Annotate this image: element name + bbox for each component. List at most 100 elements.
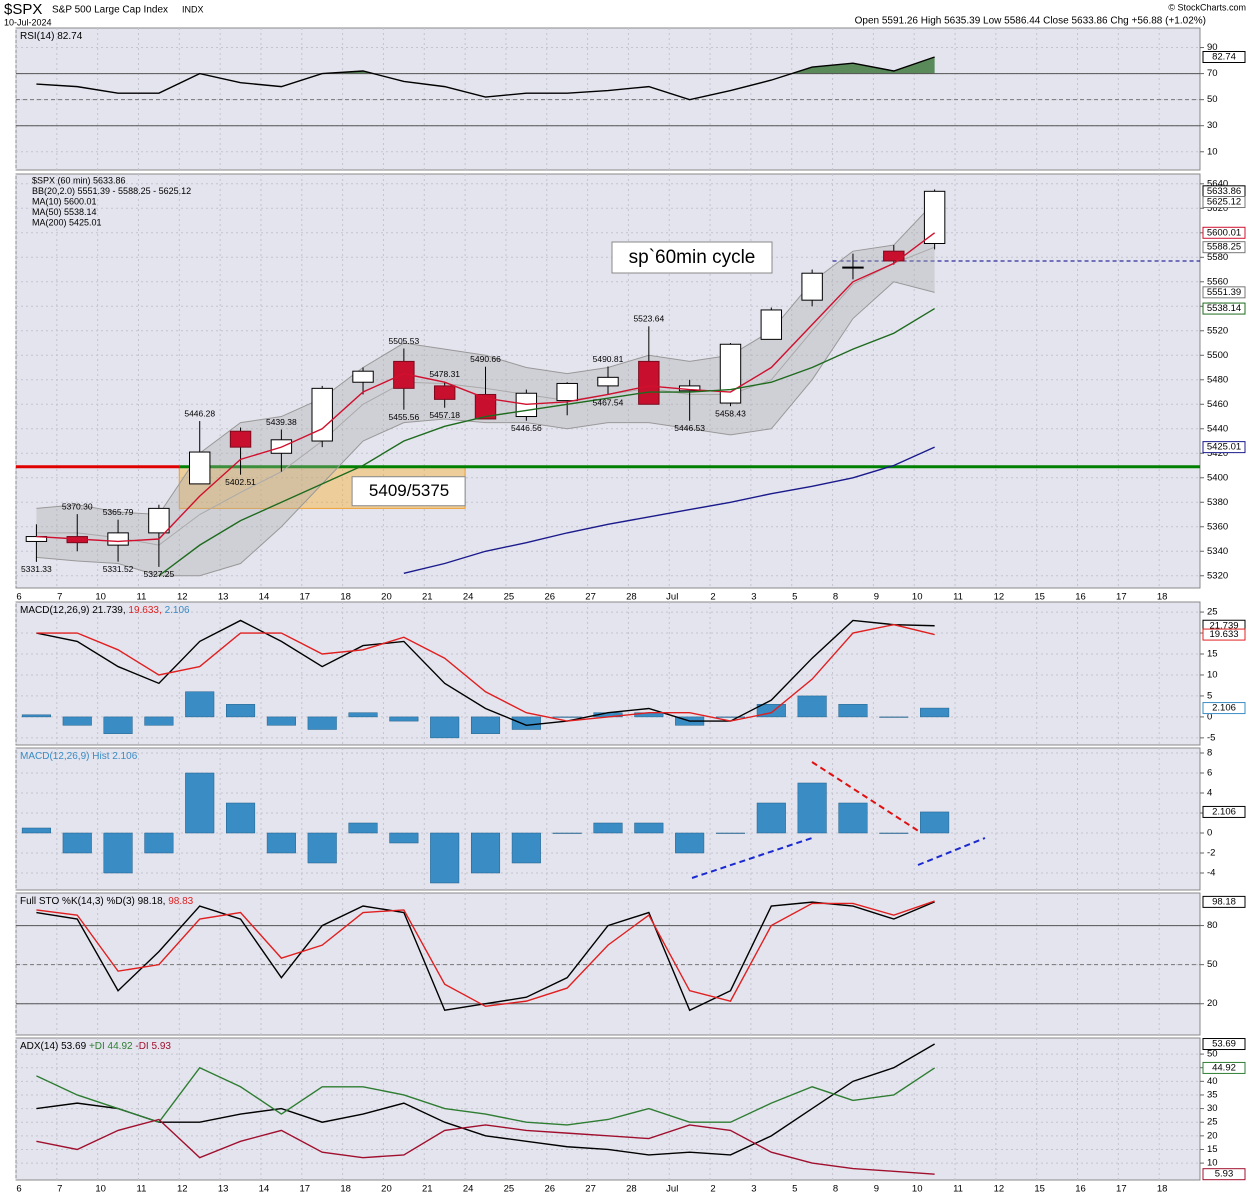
- y-tick-label: 15: [1207, 1144, 1218, 1155]
- legend-entry: $SPX (60 min) 5633.86: [32, 175, 126, 185]
- point-label: 5457.18: [429, 410, 460, 420]
- legend-entry: MACD(12,26,9) 21.739,: [20, 605, 126, 616]
- y-tick-label: 5500: [1207, 350, 1228, 361]
- bar: [21, 827, 51, 834]
- y-tick-label: 5400: [1207, 472, 1228, 483]
- y-tick-label: 8: [1207, 748, 1212, 759]
- bar: [879, 716, 909, 718]
- legend: MACD(12,26,9) 21.739, 19.633, 2.106: [20, 605, 190, 616]
- legend-entry: ADX(14) 53.69: [20, 1041, 87, 1052]
- point-label: 5370.30: [62, 501, 93, 511]
- x-tick-label: 18: [1157, 592, 1168, 603]
- y-tick-label: 5480: [1207, 374, 1228, 385]
- value-label: 5588.25: [1207, 242, 1241, 253]
- bar: [389, 832, 419, 844]
- bar: [430, 832, 460, 884]
- x-tick-label: 10: [95, 592, 106, 603]
- y-tick-label: 5320: [1207, 570, 1228, 581]
- y-tick-label: -2: [1207, 848, 1215, 859]
- candle-body: [107, 532, 129, 546]
- x-tick-label: 5: [792, 592, 797, 603]
- bar: [920, 707, 950, 718]
- value-box: [1202, 196, 1246, 209]
- y-tick-label: 5460: [1207, 399, 1228, 410]
- point-label: 5331.33: [21, 564, 52, 574]
- x-tick-label: 18: [340, 592, 351, 603]
- line: [36, 619, 935, 727]
- zone-label-box: [351, 476, 466, 507]
- x-tick-label: 26: [544, 1184, 555, 1195]
- candle-body: [229, 430, 252, 448]
- x-tick-label: 16: [1075, 592, 1086, 603]
- y-tick-label: -5: [1207, 732, 1215, 743]
- x-tick-label: 3: [751, 592, 756, 603]
- y-tick-label: 40: [1207, 1076, 1218, 1087]
- x-tick-label: 5: [792, 1184, 797, 1195]
- legend-entry: MACD(12,26,9) Hist 2.106: [20, 751, 138, 762]
- value-label: 5551.39: [1207, 287, 1241, 298]
- x-tick-label: 17: [300, 1184, 311, 1195]
- line: [36, 623, 935, 722]
- bar: [389, 716, 419, 722]
- y-tick-label: 35: [1207, 1089, 1218, 1100]
- value-box: [1202, 895, 1246, 908]
- x-tick-label: 8: [833, 1184, 838, 1195]
- value-box: [1202, 702, 1246, 715]
- x-tick-label: 15: [1034, 1184, 1045, 1195]
- value-box: [1202, 1061, 1246, 1074]
- bar: [226, 704, 256, 718]
- legend-entry: MA(50) 5538.14: [32, 207, 97, 217]
- y-tick-label: 5520: [1207, 325, 1228, 336]
- candle-body: [719, 343, 742, 404]
- y-tick-label: 25: [1207, 607, 1218, 618]
- line: [36, 56, 935, 101]
- candle-body: [760, 309, 783, 340]
- trend-line: [917, 837, 986, 866]
- bar: [144, 832, 174, 854]
- annotation: sp`60min cycle: [629, 247, 756, 268]
- bar: [348, 712, 378, 718]
- bar: [144, 716, 174, 726]
- value-label: 5633.86: [1207, 186, 1241, 197]
- trend-line: [811, 761, 921, 833]
- x-tick-label: 11: [953, 592, 963, 603]
- x-tick-label: 9: [874, 592, 879, 603]
- value-label: 2.106: [1212, 703, 1236, 714]
- candle-body: [352, 370, 374, 383]
- value-label: 5425.01: [1207, 442, 1241, 453]
- x-tick-label: 9: [874, 1184, 879, 1195]
- source: © StockCharts.com: [1168, 2, 1246, 12]
- bar: [511, 832, 541, 864]
- x-tick-label: 16: [1075, 1184, 1086, 1195]
- y-tick-label: 5380: [1207, 497, 1228, 508]
- x-tick-label: 11: [953, 1184, 963, 1195]
- line: [36, 1043, 935, 1156]
- y-tick-label: 30: [1207, 1103, 1218, 1114]
- index-name: S&P 500 Large Cap Index: [52, 5, 168, 16]
- point-label: 5327.25: [144, 569, 175, 579]
- bar: [552, 716, 582, 718]
- value-box: [1202, 628, 1246, 641]
- point-label: 5402.51: [225, 477, 256, 487]
- bar: [634, 822, 664, 834]
- candle-body: [801, 272, 823, 301]
- x-tick-label: 6: [16, 592, 21, 603]
- x-tick-label: 15: [1034, 592, 1045, 603]
- value-label: 21.739: [1209, 620, 1238, 631]
- value-box: [1202, 441, 1246, 454]
- value-box: [1202, 226, 1246, 239]
- bar: [185, 772, 215, 834]
- bar: [103, 716, 133, 734]
- y-tick-label: 90: [1207, 42, 1218, 53]
- x-tick-label: 26: [544, 592, 555, 603]
- candle-body: [597, 376, 619, 387]
- point-label: 5365.79: [103, 507, 134, 517]
- x-tick-label: 20: [381, 1184, 392, 1195]
- value-label: 98.18: [1212, 896, 1236, 907]
- candle-body: [393, 360, 415, 389]
- y-tick-label: 15: [1207, 649, 1218, 660]
- x-tick-label: 25: [504, 1184, 515, 1195]
- bar: [715, 832, 746, 834]
- line: [36, 901, 935, 1012]
